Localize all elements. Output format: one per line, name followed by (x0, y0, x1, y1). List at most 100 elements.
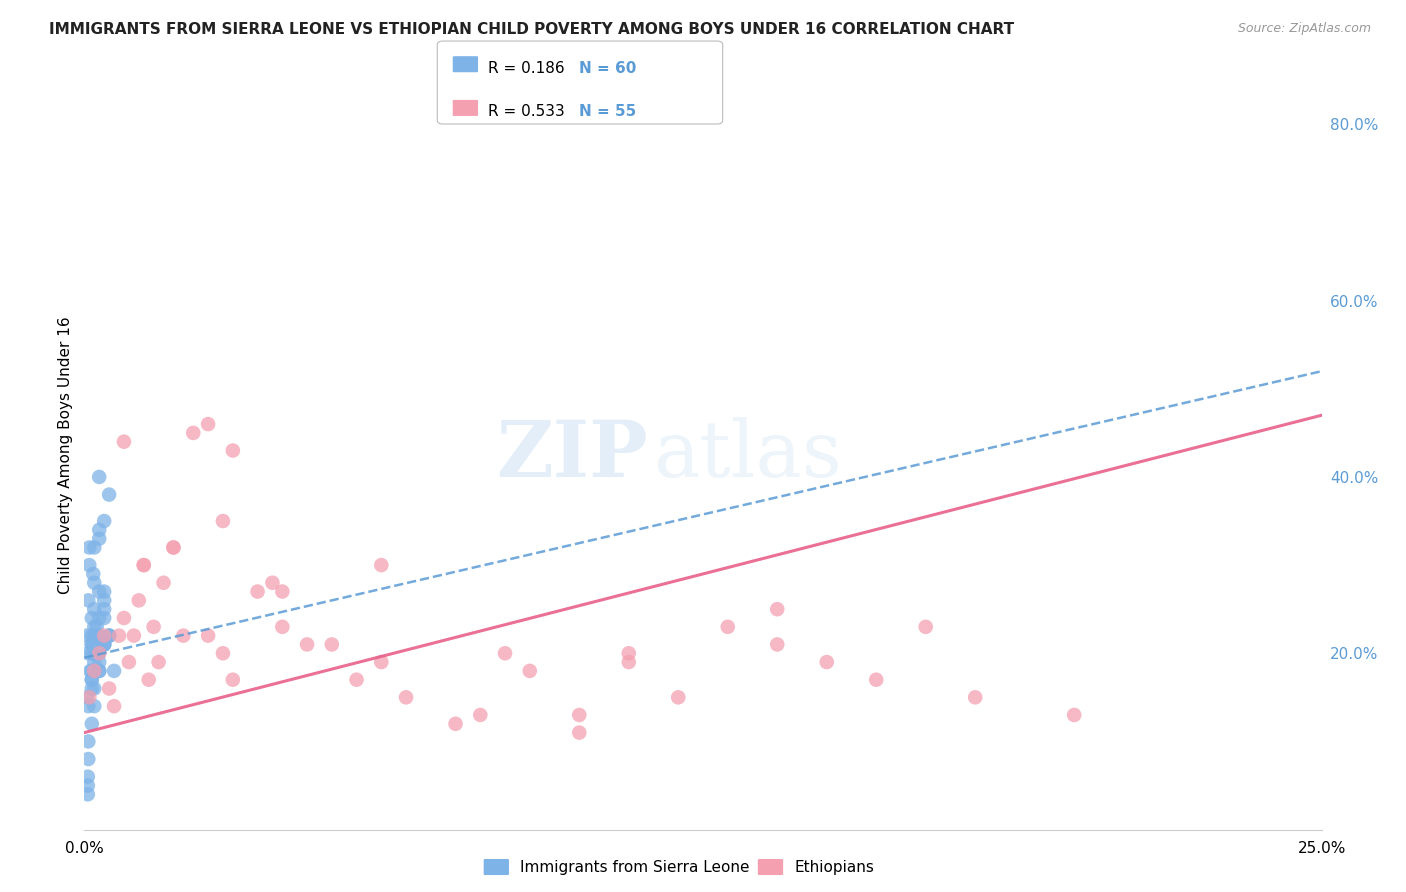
Point (83, 620, 105, 634)
Point (83, 655, 105, 669)
Text: N = 60: N = 60 (579, 61, 637, 76)
Point (162, 541, 184, 555)
Point (82, 566, 104, 581)
Point (80, 646, 103, 660)
Point (112, 611, 135, 625)
Point (494, 646, 516, 660)
Point (79, 558, 101, 573)
Point (76, 690, 98, 705)
Point (262, 575, 284, 590)
Point (370, 558, 392, 573)
Point (865, 673, 887, 687)
Point (86, 620, 108, 634)
Point (93, 593, 115, 607)
Point (370, 655, 392, 669)
Point (79, 664, 101, 678)
Point (128, 593, 150, 607)
Point (132, 558, 155, 573)
Point (222, 673, 245, 687)
Point (295, 637, 318, 651)
Point (162, 541, 184, 555)
Point (98, 629, 121, 643)
Point (89, 664, 111, 678)
Point (89, 646, 111, 660)
Point (132, 558, 155, 573)
Point (148, 655, 170, 669)
Point (197, 629, 219, 643)
Point (83, 541, 105, 555)
Point (80, 611, 103, 625)
Point (395, 690, 418, 705)
Point (108, 629, 131, 643)
Point (815, 655, 838, 669)
Point (965, 690, 987, 705)
Point (83, 664, 105, 678)
Point (83, 681, 105, 696)
Point (271, 620, 294, 634)
Point (83, 602, 105, 616)
Point (181, 425, 204, 440)
Point (89, 629, 111, 643)
Point (80, 716, 103, 731)
Text: IMMIGRANTS FROM SIERRA LEONE VS ETHIOPIAN CHILD POVERTY AMONG BOYS UNDER 16 CORR: IMMIGRANTS FROM SIERRA LEONE VS ETHIOPIA… (49, 22, 1014, 37)
Point (83, 629, 105, 643)
Point (93, 637, 115, 651)
Point (77, 699, 100, 714)
Point (212, 514, 235, 528)
Point (666, 690, 689, 705)
Point (470, 708, 492, 723)
Point (79, 541, 101, 555)
Text: R = 0.533: R = 0.533 (488, 104, 579, 120)
Point (1063, 708, 1085, 723)
Point (98, 681, 121, 696)
Point (76, 779, 98, 793)
Point (93, 602, 115, 616)
Point (519, 664, 541, 678)
Point (222, 443, 245, 458)
Point (80, 673, 103, 687)
Point (84, 646, 107, 660)
Point (80, 637, 103, 651)
Point (93, 637, 115, 651)
Point (77, 734, 100, 748)
Point (89, 523, 111, 537)
Point (766, 637, 789, 651)
Point (89, 611, 111, 625)
Text: R = 0.186: R = 0.186 (488, 61, 579, 76)
Y-axis label: Child Poverty Among Boys Under 16: Child Poverty Among Boys Under 16 (58, 316, 73, 594)
Point (80, 637, 103, 651)
Point (212, 646, 235, 660)
Point (346, 673, 368, 687)
Point (93, 629, 115, 643)
Point (246, 584, 269, 599)
Point (138, 673, 160, 687)
Point (89, 655, 111, 669)
Text: ZIP: ZIP (496, 417, 647, 493)
Point (118, 655, 141, 669)
Point (77, 593, 100, 607)
Point (568, 708, 591, 723)
Point (142, 620, 165, 634)
Point (112, 434, 135, 449)
Point (86, 629, 108, 643)
Point (568, 725, 591, 739)
Point (103, 664, 125, 678)
Point (271, 584, 294, 599)
Text: N = 55: N = 55 (579, 104, 637, 120)
Point (80, 673, 103, 687)
Point (98, 629, 121, 643)
Point (93, 611, 115, 625)
Text: atlas: atlas (654, 417, 842, 492)
Point (83, 575, 105, 590)
Text: Immigrants from Sierra Leone: Immigrants from Sierra Leone (520, 860, 749, 874)
Point (98, 487, 121, 501)
Point (76, 629, 98, 643)
Point (152, 575, 174, 590)
Text: Ethiopians: Ethiopians (794, 860, 875, 874)
Point (122, 629, 145, 643)
Point (197, 417, 219, 431)
Point (83, 699, 105, 714)
Point (93, 584, 115, 599)
Point (103, 699, 125, 714)
Point (83, 637, 105, 651)
